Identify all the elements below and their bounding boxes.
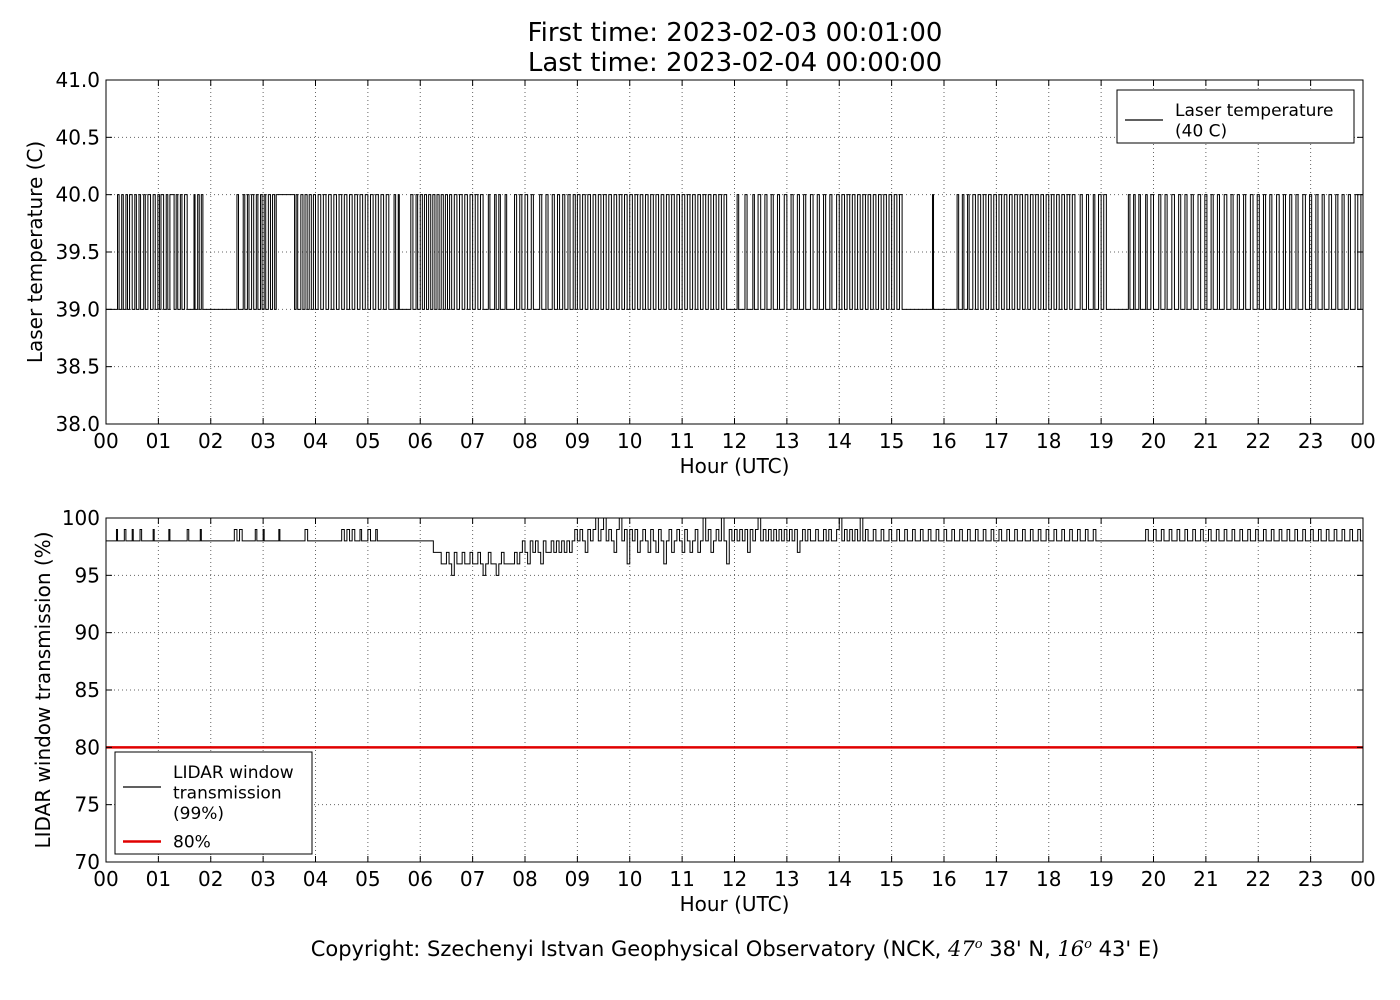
legend-label: (40 C) bbox=[1175, 122, 1227, 142]
x-tick-label: 03 bbox=[250, 429, 275, 453]
series-line bbox=[106, 517, 1363, 576]
x-tick-label: 04 bbox=[303, 867, 328, 891]
x-tick-label: 00 bbox=[1350, 867, 1375, 891]
x-tick-label: 00 bbox=[93, 429, 118, 453]
x-tick-label: 19 bbox=[1088, 867, 1113, 891]
x-tick-label: 05 bbox=[355, 429, 380, 453]
x-tick-label: 18 bbox=[1036, 429, 1061, 453]
x-tick-label: 17 bbox=[984, 429, 1009, 453]
x-tick-label: 06 bbox=[408, 429, 433, 453]
legend-box bbox=[1116, 89, 1355, 144]
latitude-minutes: 38' N, bbox=[982, 937, 1058, 961]
x-tick-label: 22 bbox=[1246, 867, 1271, 891]
x-tick-label: 22 bbox=[1246, 429, 1271, 453]
legend-box bbox=[114, 751, 313, 855]
legend: Laser temperature(40 C) bbox=[1116, 89, 1355, 144]
latitude-degree-mark: o bbox=[974, 937, 983, 952]
y-tick-label: 100 bbox=[62, 506, 100, 530]
y-tick-label: 90 bbox=[75, 621, 100, 645]
x-tick-label: 19 bbox=[1088, 429, 1113, 453]
x-tick-label: 01 bbox=[146, 429, 171, 453]
x-tick-label: 02 bbox=[198, 429, 223, 453]
x-tick-label: 20 bbox=[1141, 867, 1166, 891]
x-tick-label: 04 bbox=[303, 429, 328, 453]
x-tick-label: 08 bbox=[512, 867, 537, 891]
x-tick-label: 09 bbox=[565, 429, 590, 453]
longitude-degree-mark: o bbox=[1084, 937, 1092, 952]
copyright-text: Copyright: Szechenyi Istvan Geophysical … bbox=[310, 937, 948, 961]
y-tick-label: 95 bbox=[75, 563, 100, 587]
x-tick-label: 06 bbox=[408, 867, 433, 891]
x-tick-label: 23 bbox=[1298, 429, 1323, 453]
x-axis-label: Hour (UTC) bbox=[680, 892, 790, 916]
x-tick-label: 07 bbox=[460, 429, 485, 453]
x-tick-label: 00 bbox=[1350, 429, 1375, 453]
x-tick-label: 07 bbox=[460, 867, 485, 891]
x-tick-label: 17 bbox=[984, 867, 1009, 891]
x-tick-label: 01 bbox=[146, 867, 171, 891]
legend-label: 80% bbox=[173, 833, 211, 853]
y-tick-label: 85 bbox=[75, 678, 100, 702]
longitude-degrees: 16 bbox=[1057, 937, 1085, 961]
lidar-transmission-chart: 00 01 02 03 04 05 06 07 08 09 10 11 12 13 14 15 16 17 18 19… bbox=[31, 506, 1376, 916]
laser-temperature-chart: 00 01 02 03 04 05 06 07 08 09 10 11 12 13 14 15 16 17 18 19… bbox=[23, 68, 1376, 478]
x-tick-label: 11 bbox=[669, 867, 694, 891]
y-tick-label: 41.0 bbox=[55, 68, 100, 92]
x-tick-label: 23 bbox=[1298, 867, 1323, 891]
x-tick-label: 11 bbox=[669, 429, 694, 453]
longitude-minutes: 43' E) bbox=[1092, 937, 1160, 961]
y-axis-label: LIDAR window transmission (%) bbox=[31, 532, 55, 849]
x-tick-label: 02 bbox=[198, 867, 223, 891]
y-tick-label: 38.0 bbox=[55, 412, 100, 436]
x-tick-label: 13 bbox=[774, 429, 799, 453]
copyright-footer: Copyright: Szechenyi Istvan Geophysical … bbox=[0, 937, 1400, 961]
x-tick-label: 12 bbox=[722, 429, 747, 453]
x-tick-label: 16 bbox=[931, 429, 956, 453]
x-tick-label: 20 bbox=[1141, 429, 1166, 453]
y-tick-label: 39.0 bbox=[55, 297, 100, 321]
y-tick-label: 70 bbox=[75, 850, 100, 874]
x-tick-label: 14 bbox=[827, 867, 852, 891]
y-tick-label: 80 bbox=[75, 735, 100, 759]
y-tick-label: 40.0 bbox=[55, 183, 100, 207]
title-first-time: First time: 2023-02-03 00:01:00 bbox=[527, 18, 943, 48]
x-axis-label: Hour (UTC) bbox=[680, 454, 790, 478]
series-line bbox=[106, 194, 1364, 310]
x-tick-label: 05 bbox=[355, 867, 380, 891]
x-tick-label: 08 bbox=[512, 429, 537, 453]
x-tick-label: 21 bbox=[1193, 867, 1218, 891]
x-tick-label: 12 bbox=[722, 867, 747, 891]
y-tick-label: 38.5 bbox=[55, 355, 100, 379]
x-tick-label: 09 bbox=[565, 867, 590, 891]
y-axis-label: Laser temperature (C) bbox=[23, 141, 47, 363]
x-tick-label: 13 bbox=[774, 867, 799, 891]
legend-label: transmission bbox=[173, 784, 282, 804]
x-tick-label: 18 bbox=[1036, 867, 1061, 891]
legend-label: Laser temperature bbox=[1175, 101, 1333, 121]
x-tick-label: 10 bbox=[617, 867, 642, 891]
y-tick-label: 39.5 bbox=[55, 240, 100, 264]
x-tick-label: 15 bbox=[879, 867, 904, 891]
x-tick-label: 10 bbox=[617, 429, 642, 453]
x-tick-label: 21 bbox=[1193, 429, 1218, 453]
legend-label: (99%) bbox=[173, 804, 224, 824]
latitude-degrees: 47 bbox=[947, 937, 975, 961]
x-tick-label: 14 bbox=[827, 429, 852, 453]
legend-label: LIDAR window bbox=[173, 763, 294, 783]
y-tick-label: 40.5 bbox=[55, 125, 100, 149]
x-tick-label: 00 bbox=[93, 867, 118, 891]
y-tick-label: 75 bbox=[75, 793, 100, 817]
x-tick-label: 16 bbox=[931, 867, 956, 891]
x-tick-label: 03 bbox=[250, 867, 275, 891]
x-tick-label: 15 bbox=[879, 429, 904, 453]
title-last-time: Last time: 2023-02-04 00:00:00 bbox=[527, 48, 943, 78]
